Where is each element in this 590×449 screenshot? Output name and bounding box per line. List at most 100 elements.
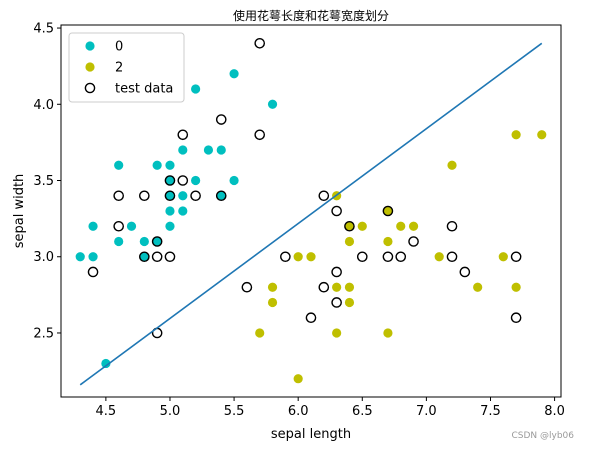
scatter-point-series-2 [446, 251, 458, 263]
scatter-point-series-1 [267, 282, 278, 292]
scatter-point-series-0 [114, 236, 124, 247]
scatter-point-series-2 [331, 266, 342, 278]
scatter-point-series-2 [280, 251, 291, 263]
scatter-point-series-2 [331, 205, 342, 217]
scatter-point-series-1 [511, 130, 521, 140]
scatter-point-series-1 [293, 374, 303, 384]
scatter-point-series-0 [203, 145, 214, 155]
scatter-point-series-2 [164, 190, 176, 202]
scatter-point-series-0 [165, 175, 175, 186]
scatter-point-series-2 [254, 129, 266, 141]
x-tick-label: 7.0 [416, 404, 437, 419]
scatter-point-series-2 [151, 236, 163, 247]
scatter-point-series-0 [191, 84, 201, 94]
scatter-point-series-1 [332, 328, 342, 338]
scatter-point-series-2 [318, 190, 330, 202]
scatter-point-series-1 [344, 282, 355, 292]
scatter-point-series-2 [331, 297, 342, 308]
scatter-point-series-1 [306, 252, 316, 262]
legend-marker [84, 82, 96, 94]
scatter-point-series-2 [151, 251, 163, 263]
scatter-point-series-0 [178, 145, 188, 155]
scatter-point-series-0 [139, 252, 149, 262]
legend-label: test data [115, 82, 173, 97]
scatter-point-series-2 [382, 251, 394, 263]
x-tick-label: 6.5 [352, 404, 373, 419]
legend: 0 2 test data [68, 32, 185, 103]
scatter-point-series-2 [356, 251, 368, 263]
decision-boundary-line [79, 42, 543, 386]
legend-label: 2 [115, 61, 123, 76]
legend-label: 0 [115, 40, 123, 55]
scatter-point-series-2 [139, 251, 150, 263]
scatter-point-series-2 [164, 251, 176, 263]
scatter-point-series-1 [473, 282, 483, 292]
scatter-point-series-1 [511, 282, 521, 292]
x-tick-label: 4.5 [96, 404, 117, 419]
scatter-point-series-1 [357, 221, 367, 231]
scatter-point-series-0 [216, 145, 226, 155]
legend-marker [85, 62, 95, 72]
scatter-point-series-0 [88, 221, 98, 231]
scatter-point-series-2 [395, 251, 407, 263]
scatter-point-series-2 [510, 251, 522, 263]
scatter-point-series-2 [510, 312, 522, 324]
y-axis-title: sepal width [12, 174, 27, 249]
scatter-point-series-0 [165, 191, 175, 201]
scatter-point-series-2 [87, 266, 99, 278]
scatter-point-series-1 [344, 236, 355, 247]
scatter-point-series-1 [447, 160, 457, 170]
scatter-point-series-0 [165, 206, 175, 216]
scatter-point-series-0 [88, 252, 98, 262]
y-tick-label: 4.5 [33, 22, 54, 37]
scatter-point-series-2 [408, 236, 419, 247]
watermark: CSDN @lyb06 [511, 431, 574, 441]
scatter-point-series-0 [178, 191, 188, 201]
scatter-point-series-2 [177, 129, 189, 141]
scatter-point-series-1 [383, 328, 393, 338]
scatter-point-series-1 [332, 282, 342, 292]
y-tick-label: 2.5 [33, 326, 54, 341]
scatter-point-series-0 [152, 160, 162, 170]
scatter-point-series-1 [383, 236, 393, 247]
x-tick-label: 5.5 [224, 404, 245, 419]
scatter-point-series-0 [267, 99, 278, 109]
plot-frame [60, 24, 562, 398]
scatter-point-series-0 [152, 236, 162, 247]
scatter-point-series-0 [229, 175, 239, 186]
scatter-point-series-2 [318, 281, 330, 293]
scatter-point-series-1 [498, 252, 508, 262]
scatter-point-series-0 [229, 69, 239, 79]
scatter-point-series-0 [165, 221, 175, 231]
scatter-point-series-2 [459, 266, 471, 278]
x-tick-label: 6.0 [288, 404, 309, 419]
scatter-point-series-2 [113, 220, 124, 232]
scatter-point-series-2 [177, 175, 189, 186]
scatter-point-series-2 [241, 281, 253, 293]
scatter-point-series-1 [267, 297, 278, 308]
scatter-point-series-1 [344, 297, 355, 308]
scatter-point-series-1 [537, 130, 547, 140]
scatter-point-series-0 [216, 191, 226, 201]
legend-marker [85, 41, 95, 51]
scatter-point-series-0 [139, 236, 149, 247]
axis-ticks: 4.5 5.0 5.5 6.0 6.5 7.0 7.5 8.0 2.5 3.0 3.5 4.0 4.5 [33, 22, 565, 419]
x-tick-label: 7.5 [480, 404, 501, 419]
scatter-point-series-0 [75, 252, 85, 262]
y-tick-label: 3.0 [33, 250, 54, 265]
scatter-point-series-2 [215, 190, 227, 202]
plot-marks [75, 37, 547, 386]
scatter-point-series-1 [293, 252, 303, 262]
x-tick-label: 8.0 [544, 404, 565, 419]
scatter-point-series-2 [190, 190, 201, 202]
scatter-point-series-0 [114, 160, 124, 170]
scatter-point-series-2 [254, 37, 266, 49]
scatter-point-series-2 [382, 205, 394, 217]
y-tick-label: 3.5 [33, 174, 54, 189]
scatter-point-series-1 [383, 206, 393, 216]
scatter-point-series-0 [126, 221, 137, 231]
scatter-point-series-0 [165, 160, 175, 170]
scatter-point-series-1 [408, 221, 419, 231]
scatter-point-series-1 [396, 221, 406, 231]
